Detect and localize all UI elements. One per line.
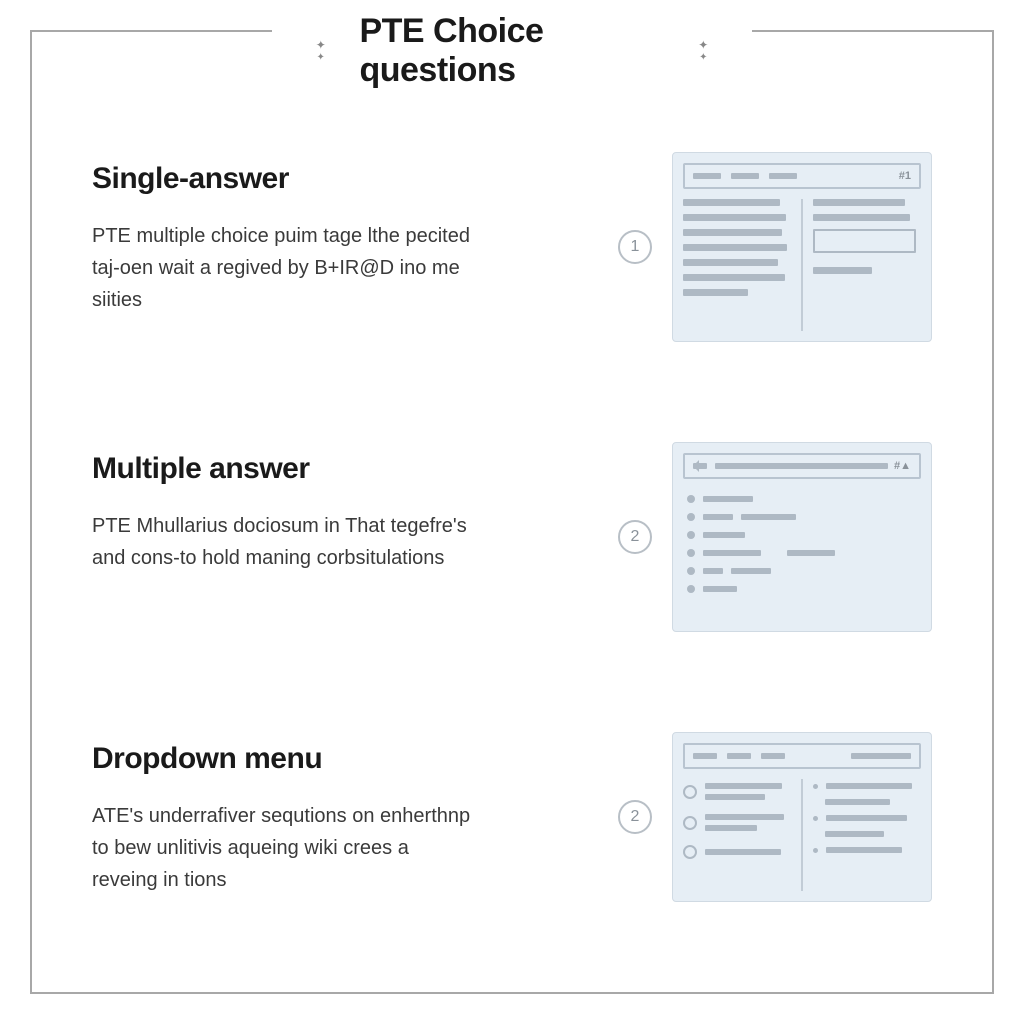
thumbnail-single-answer: #1 <box>672 152 932 342</box>
radio-icon <box>683 785 697 799</box>
section-heading: Dropdown menu <box>92 742 578 776</box>
section-dropdown-menu: Dropdown menu ATE's underrafiver sequtio… <box>92 732 932 902</box>
section-heading: Multiple answer <box>92 452 578 486</box>
thumbnail-multiple-answer: #▲ <box>672 442 932 632</box>
thumbnail-header: #1 <box>683 163 921 189</box>
thumbnail-dropdown-menu <box>672 732 932 902</box>
ornament-left-icon <box>312 36 329 66</box>
thumbnail-header: #▲ <box>683 453 921 479</box>
section-number-badge: 2 <box>618 800 652 834</box>
section-description: PTE Mhullarius dociosum in That tegefre'… <box>92 510 472 574</box>
section-description: ATE's underrafiver sequtions on enherthn… <box>92 800 472 896</box>
ornament-right-icon <box>695 36 712 66</box>
section-number-badge: 2 <box>618 520 652 554</box>
section-heading: Single-answer <box>92 162 578 196</box>
title-bar: PTE Choice questions <box>272 12 752 90</box>
thumbnail-tag: #▲ <box>894 460 911 472</box>
thumbnail-tag: #1 <box>899 170 911 182</box>
radio-icon <box>683 845 697 859</box>
section-description: PTE multiple choice puim tage lthe pecit… <box>92 220 472 316</box>
thumbnail-header <box>683 743 921 769</box>
radio-icon <box>683 816 697 830</box>
content-frame: PTE Choice questions Single-answer PTE m… <box>30 30 994 994</box>
page-title: PTE Choice questions <box>359 12 664 90</box>
section-single-answer: Single-answer PTE multiple choice puim t… <box>92 152 932 342</box>
section-multiple-answer: Multiple answer PTE Mhullarius dociosum … <box>92 442 932 632</box>
section-number-badge: 1 <box>618 230 652 264</box>
back-arrow-icon <box>693 463 707 469</box>
